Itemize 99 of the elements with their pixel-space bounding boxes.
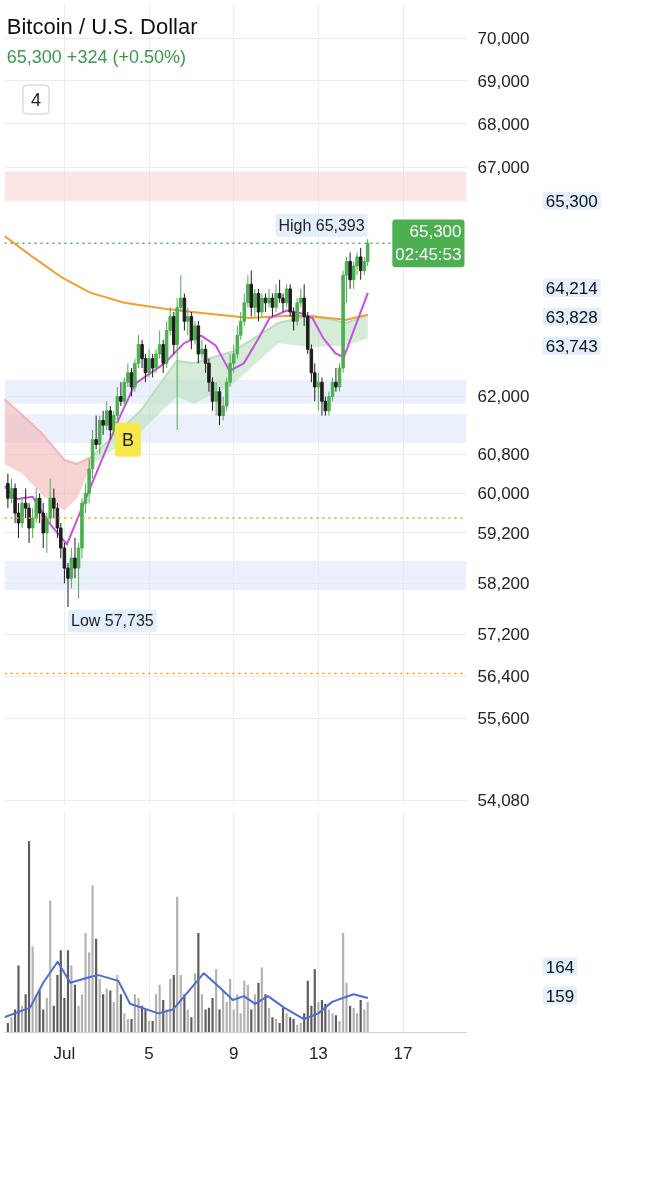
bar (56, 975, 59, 1033)
annotation: Low 57,735 (70, 612, 154, 630)
candlestick (150, 353, 155, 378)
text: 63,828 (545, 307, 598, 327)
candlestick (108, 405, 113, 441)
bar (359, 999, 362, 1033)
x-tick-label: 9 (228, 1043, 239, 1063)
candlestick (94, 415, 98, 450)
y-tick-label: 68,000 (477, 114, 530, 134)
bar (84, 933, 87, 1033)
x-tick-label: Jul (53, 1043, 76, 1063)
bar (10, 1017, 13, 1033)
line-series (4, 235, 369, 321)
candlestick (129, 367, 134, 397)
bar (289, 1017, 292, 1033)
candlestick (358, 247, 363, 281)
ref-line-label: 65,300 02:45:53 (395, 222, 462, 265)
bar (102, 994, 105, 1033)
candlestick (253, 288, 257, 318)
bar (38, 990, 41, 1033)
y-tick-label: 70,000 (477, 29, 530, 49)
bar (274, 1019, 278, 1033)
bar (98, 978, 101, 1033)
bar (292, 1019, 295, 1033)
chart-title: Bitcoin / U.S. Dollar (6, 14, 198, 39)
bar (285, 1013, 288, 1033)
annotation: High 65,393 (278, 216, 365, 234)
annotation: 4 (30, 90, 41, 110)
candlestick (270, 293, 275, 318)
bar (109, 990, 112, 1033)
candlestick (101, 410, 105, 436)
bar (119, 994, 122, 1033)
bar (130, 1019, 133, 1033)
annotation: B (121, 429, 134, 450)
bar (27, 841, 31, 1033)
y-tick-label: 60,800 (477, 445, 530, 465)
candlestick (182, 293, 187, 332)
x-tick-label: 5 (144, 1043, 154, 1063)
bar (200, 994, 204, 1033)
y-tick-label: 60,000 (477, 484, 530, 504)
bar (123, 1013, 126, 1033)
candlestick (147, 348, 151, 378)
text: 63,743 (545, 336, 598, 356)
text: 159 (545, 986, 575, 1006)
bar (126, 1019, 129, 1033)
candlestick (193, 320, 197, 346)
bar (211, 998, 214, 1033)
bar (190, 1017, 193, 1033)
candlestick (316, 372, 321, 412)
bar (218, 1009, 221, 1033)
line-series (4, 291, 369, 546)
candlestick (249, 270, 254, 318)
candlestick (348, 251, 352, 290)
candlestick (20, 497, 24, 529)
bar (105, 988, 108, 1033)
x-tick-label: 13 (308, 1043, 328, 1063)
bar (95, 938, 98, 1033)
candlestick (256, 288, 261, 322)
y-tick-label: 54,080 (477, 791, 530, 811)
bar (17, 965, 20, 1033)
candlestick (73, 537, 77, 579)
text: 65,300 (545, 191, 598, 211)
y-tick-label: 59,200 (477, 523, 530, 543)
candlestick (274, 283, 278, 313)
bar (137, 998, 140, 1033)
candlestick (334, 367, 338, 393)
candlestick (260, 293, 264, 318)
candlestick (263, 293, 268, 313)
candlestick (119, 381, 123, 407)
text: 65,300 +324 (+0.50%) (6, 46, 186, 67)
candlestick (200, 339, 204, 360)
text: 164 (545, 957, 575, 977)
y-tick-label: 69,000 (477, 71, 530, 91)
bar (257, 982, 260, 1033)
bar (91, 885, 94, 1033)
bar (366, 1001, 369, 1033)
candlestick (186, 306, 190, 336)
bar (144, 1009, 147, 1033)
bar (176, 896, 179, 1033)
y-tick-label: 58,200 (477, 574, 530, 594)
candlestick (267, 288, 271, 308)
candlestick (6, 473, 10, 509)
candlestick (161, 339, 165, 374)
y-tick-label: 67,000 (477, 158, 530, 178)
bar (73, 984, 77, 1033)
candlestick (69, 547, 74, 589)
candlestick (214, 381, 218, 417)
bar (264, 994, 267, 1033)
text: 64,214 (545, 278, 598, 298)
bar (271, 1017, 274, 1033)
candlestick (189, 311, 194, 350)
x-tick-label: 17 (393, 1043, 413, 1063)
bar (342, 933, 345, 1033)
candlestick (320, 376, 324, 417)
candlestick (104, 400, 109, 431)
y-tick-label: 55,600 (477, 709, 530, 729)
y-tick-label: 62,000 (477, 387, 530, 407)
y-tick-label: 57,200 (477, 625, 530, 645)
y-tick-label: 56,400 (477, 667, 530, 687)
